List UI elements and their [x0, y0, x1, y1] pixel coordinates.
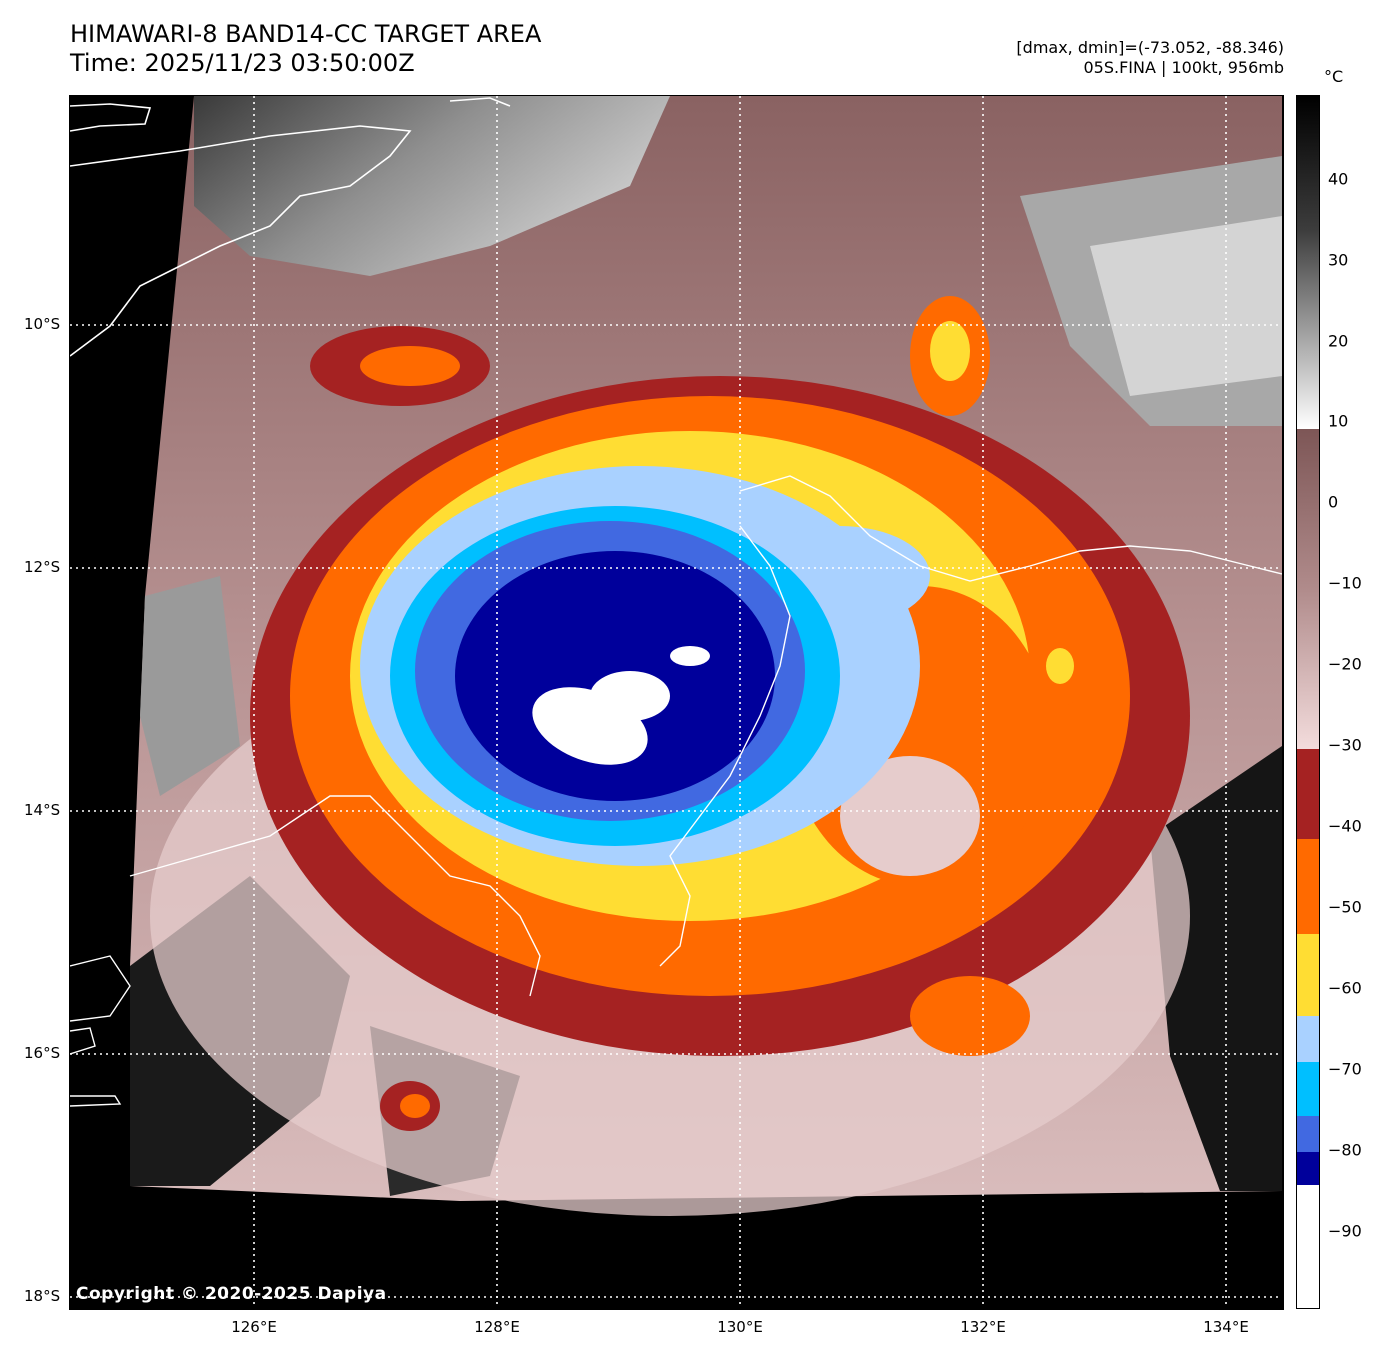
colorbar-cyan-segment	[1297, 1062, 1319, 1116]
satellite-image	[70, 96, 1282, 1308]
colorbar-orange-segment	[1297, 839, 1319, 934]
colorbar-tick: −50	[1328, 897, 1362, 917]
lat-label: 12°S	[24, 558, 61, 576]
colorbar-white-segment	[1297, 1185, 1319, 1308]
colorbar-tick: −90	[1328, 1221, 1362, 1241]
satellite-map[interactable]	[69, 95, 1284, 1310]
colorbar-tick: 20	[1328, 331, 1349, 351]
colorbar-unit: °C	[1324, 67, 1344, 86]
colorbar-tick: −20	[1328, 654, 1362, 674]
lon-label: 132°E	[960, 1318, 1006, 1336]
lon-label: 128°E	[474, 1318, 520, 1336]
lat-label: 18°S	[24, 1287, 61, 1305]
lat-label: 10°S	[24, 315, 61, 333]
storm-name-text: 05S.FINA | 100kt, 956mb	[1083, 58, 1284, 77]
colorbar-pink-segment	[1297, 429, 1319, 749]
storm-info: [dmax, dmin]=(-73.052, -88.346) 05S.FINA…	[1016, 38, 1284, 78]
colorbar-red-segment	[1297, 749, 1319, 839]
colorbar-tick: −60	[1328, 978, 1362, 998]
colorbar-tick: −30	[1328, 735, 1362, 755]
colorbar-tick: 30	[1328, 250, 1349, 270]
colorbar	[1296, 95, 1320, 1309]
colorbar-tick: 40	[1328, 169, 1349, 189]
title-line-2: Time: 2025/11/23 03:50:00Z	[70, 49, 415, 77]
colorbar-tick: 0	[1328, 492, 1339, 512]
colorbar-gray-segment	[1297, 96, 1319, 429]
chart-title: HIMAWARI-8 BAND14-CC TARGET AREA Time: 2…	[70, 20, 541, 78]
colorbar-lightblue-segment	[1297, 1016, 1319, 1062]
colorbar-royalblue-segment	[1297, 1116, 1319, 1152]
colorbar-tick: −80	[1328, 1140, 1362, 1160]
colorbar-tick: 10	[1328, 411, 1349, 431]
lat-label: 14°S	[24, 801, 61, 819]
colorbar-yellow-segment	[1297, 934, 1319, 1016]
copyright-text: Copyright © 2020-2025 Dapiya	[76, 1284, 387, 1304]
colorbar-navy-segment	[1297, 1152, 1319, 1185]
lat-label: 16°S	[24, 1044, 61, 1062]
lon-label: 130°E	[717, 1318, 763, 1336]
title-line-1: HIMAWARI-8 BAND14-CC TARGET AREA	[70, 20, 542, 48]
colorbar-tick: −40	[1328, 816, 1362, 836]
lon-label: 126°E	[231, 1318, 277, 1336]
dmax-dmin-text: [dmax, dmin]=(-73.052, -88.346)	[1016, 38, 1284, 57]
lon-label: 134°E	[1203, 1318, 1249, 1336]
colorbar-tick: −10	[1328, 573, 1362, 593]
colorbar-tick: −70	[1328, 1059, 1362, 1079]
